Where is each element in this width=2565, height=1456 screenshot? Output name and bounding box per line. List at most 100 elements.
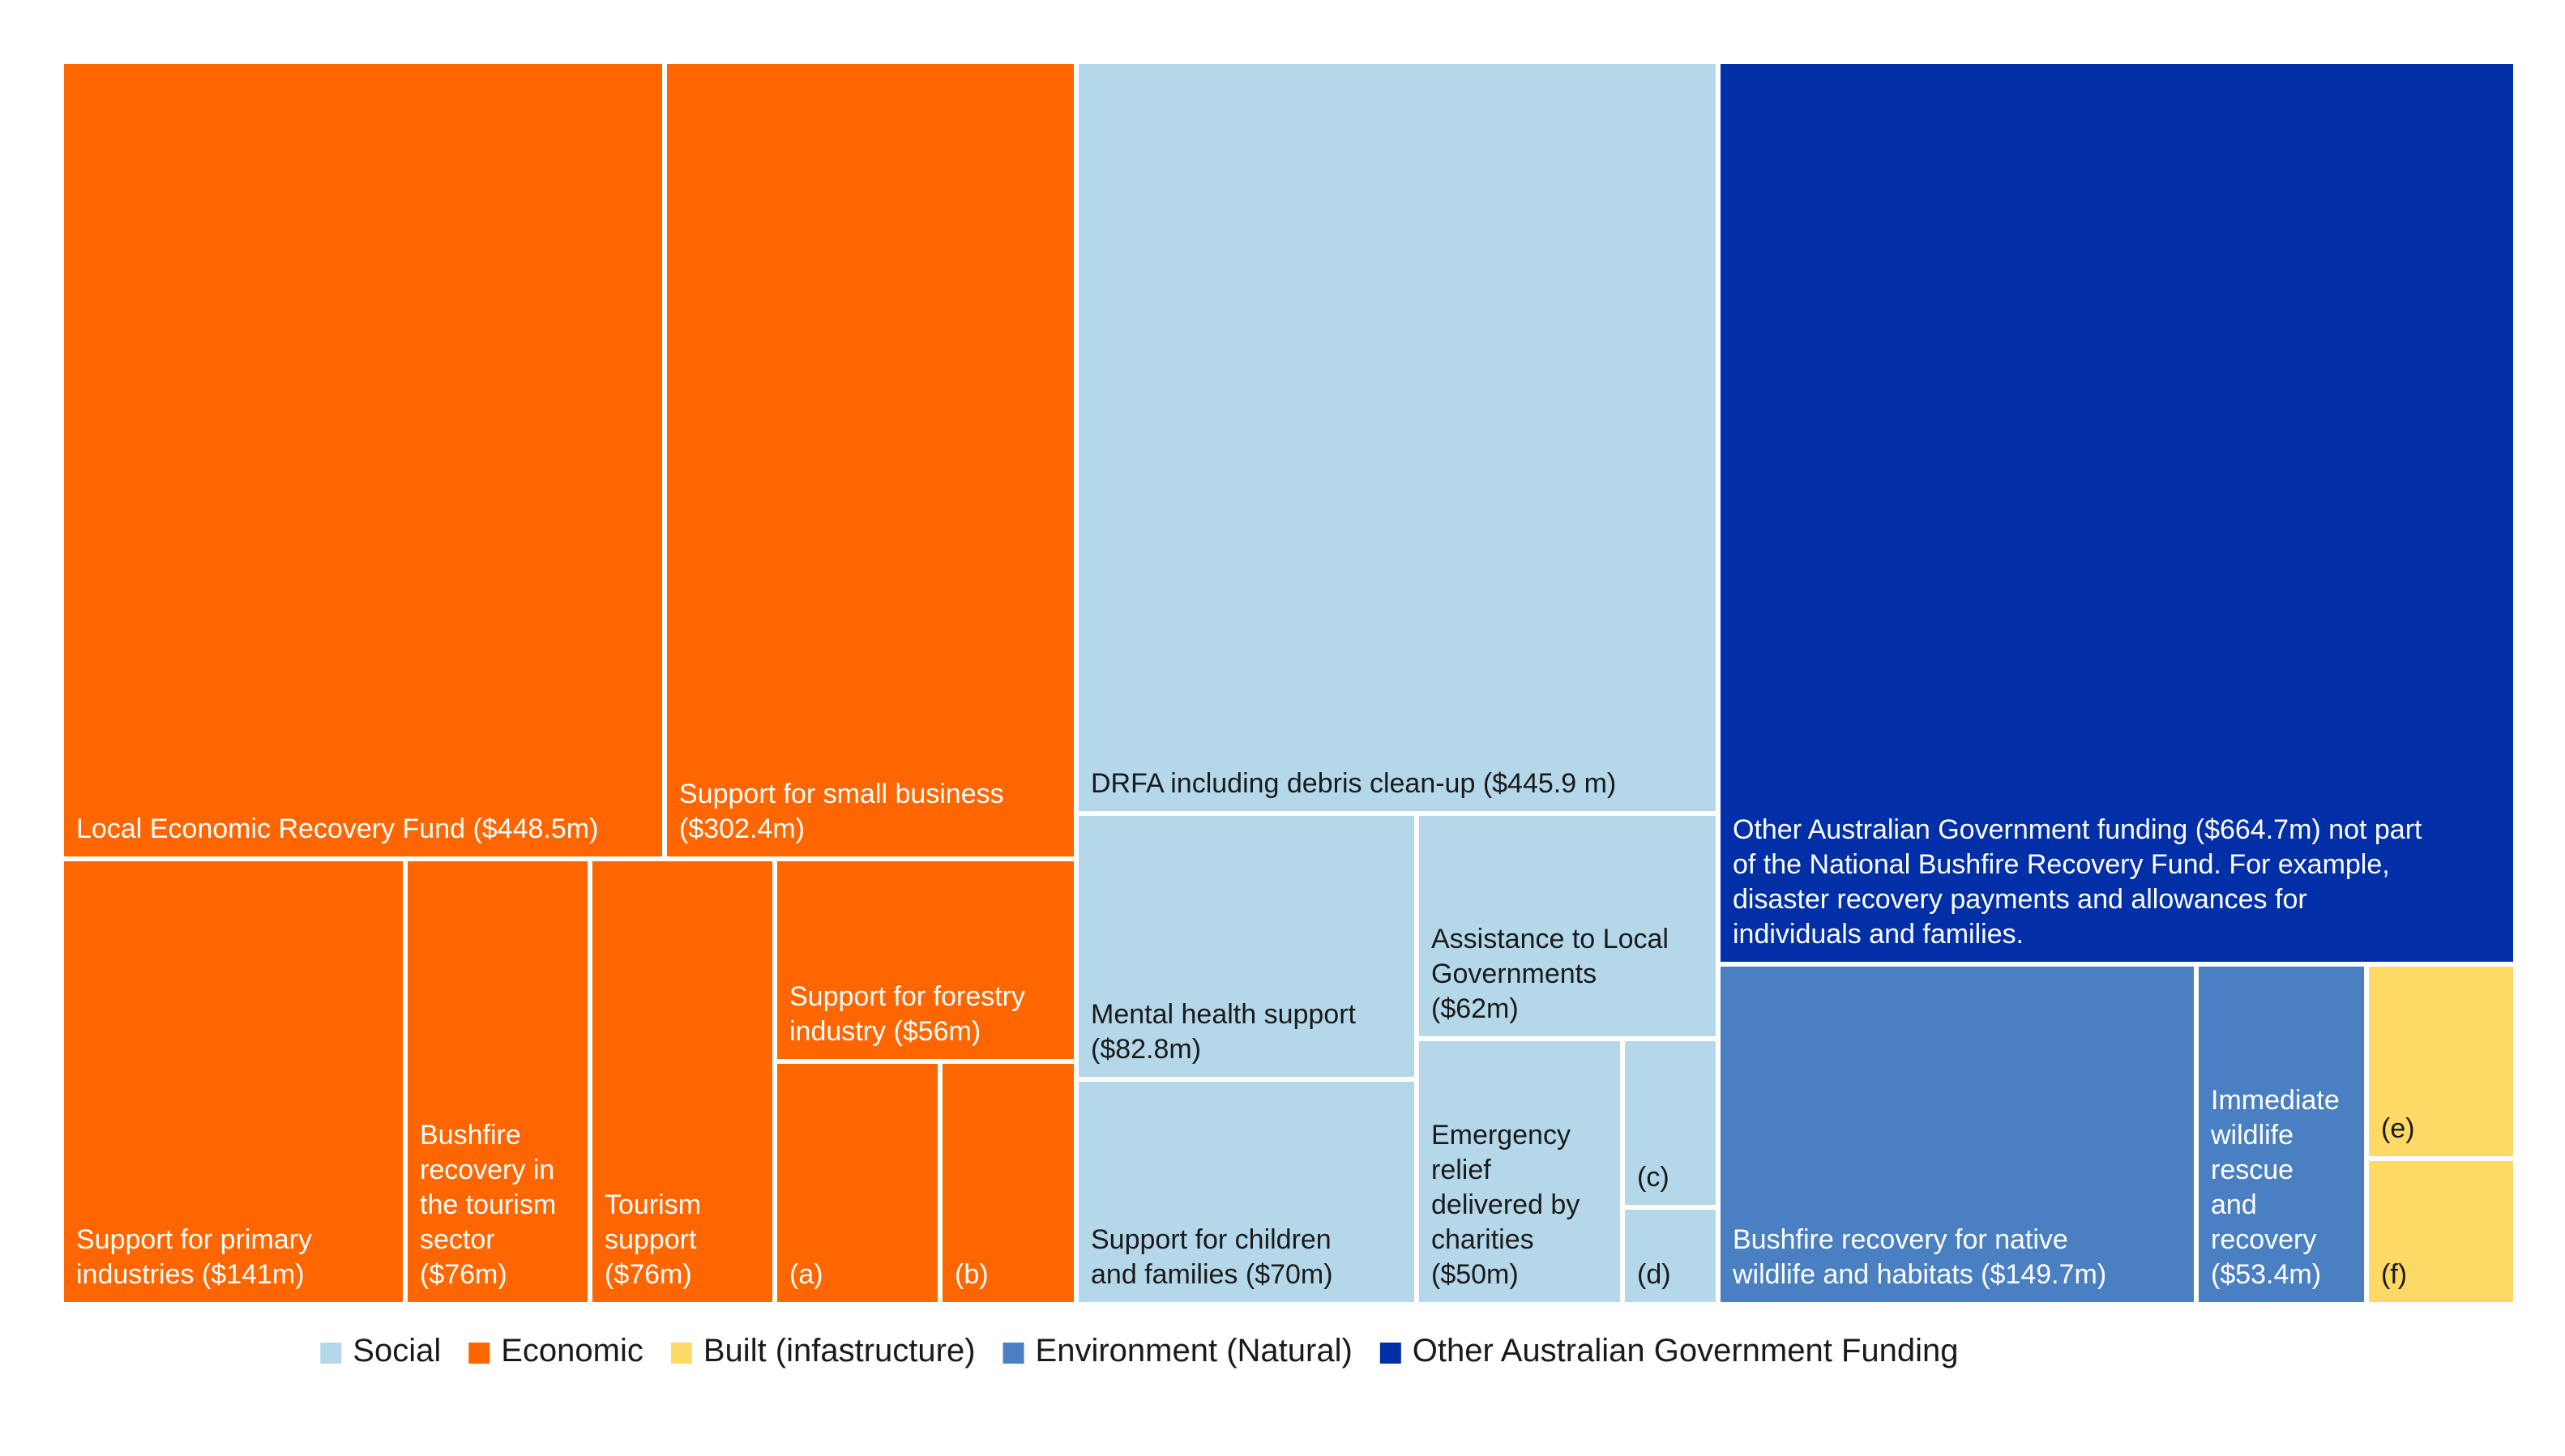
tile-rect-support-primary-industries	[59, 856, 408, 1307]
tile-label-line: (a)	[789, 1259, 823, 1290]
tile-label-line: ($82.8m)	[1091, 1034, 1201, 1065]
tile-label-line: wildlife and habitats ($149.7m)	[1732, 1259, 2106, 1290]
tile-label-line: Support for primary	[76, 1224, 312, 1255]
tile-support-small-business: Support for small business ($302.4m)	[662, 59, 1079, 861]
tile-label-line: ($53.4m)	[2211, 1259, 2321, 1290]
tile-label-line: Immediate	[2211, 1085, 2340, 1116]
tile-label-line: recovery in	[420, 1155, 554, 1185]
tile-label-bushfire-recovery-tourism: Bushfire recovery in the tourism sector ($76…	[420, 1120, 556, 1290]
tile-label-line: Assistance to Local	[1431, 924, 1669, 954]
tile-label-line: Governments	[1431, 959, 1597, 989]
tile-label-line: Support for forestry	[789, 981, 1025, 1012]
tile-label-line: (c)	[1637, 1162, 1669, 1193]
legend-swatch-environment	[1002, 1343, 1024, 1364]
tile-label-line: Mental health support	[1091, 999, 1357, 1030]
tile-other-aus-gov-funding: Other Australian Government funding ($66…	[1716, 59, 2518, 967]
tile-label-line: Support for children	[1091, 1224, 1332, 1255]
tile-label-line: ($302.4m)	[679, 813, 805, 844]
tile-label-line: (d)	[1637, 1259, 1671, 1290]
tile-label-line: recovery	[2211, 1224, 2316, 1255]
tile-label-item-a: (a)	[789, 1259, 823, 1290]
tile-drfa-debris-cleanup: DRFA including debris clean-up ($445.9 m…	[1074, 59, 1721, 816]
legend-label-other: Other Australian Government Funding	[1413, 1333, 1959, 1368]
tile-label-support-small-business: Support for small business ($302.4m)	[679, 779, 1004, 844]
tile-rect-assistance-local-governments	[1414, 811, 1721, 1041]
tile-rect-emergency-relief-charities	[1414, 1036, 1625, 1307]
tile-label-line: ($76m)	[605, 1259, 692, 1290]
tile-label-line: Other Australian Government funding ($66…	[1733, 814, 2422, 845]
tile-bushfire-recovery-tourism: Bushfire recovery in the tourism sector ($76…	[403, 856, 592, 1307]
tile-label-item-d: (d)	[1637, 1259, 1671, 1290]
tile-rect-item-e	[2364, 962, 2518, 1161]
tile-support-primary-industries: Support for primary industries ($141m)	[59, 856, 408, 1307]
tile-label-drfa-debris-cleanup: DRFA including debris clean-up ($445.9 m…	[1091, 768, 1616, 799]
tile-rect-drfa-debris-cleanup	[1074, 59, 1721, 816]
legend: Social Economic Built (infastructure) Envir…	[320, 1333, 1959, 1368]
legend-label-environment: Environment (Natural)	[1036, 1333, 1353, 1368]
tile-rect-item-d	[1620, 1205, 1721, 1307]
tile-rect-immediate-wildlife-rescue	[2194, 962, 2369, 1307]
tile-label-emergency-relief-charities: Emergency relief delivered by charities ($50…	[1431, 1120, 1580, 1290]
tile-label-line: industry ($56m)	[789, 1016, 981, 1047]
tile-label-line: ($50m)	[1431, 1259, 1519, 1290]
tile-label-line: disaster recovery payments and allowance…	[1733, 884, 2307, 915]
tile-label-line: delivered by	[1431, 1189, 1580, 1220]
tile-label-line: the tourism	[420, 1189, 556, 1220]
tile-label-line: Bushfire recovery for native	[1733, 1224, 2068, 1255]
legend-item-social: Social	[320, 1333, 441, 1368]
tile-immediate-wildlife-rescue: Immediate wildlife rescue and recovery ($53.4…	[2194, 962, 2369, 1307]
tile-item-b: (b)	[938, 1059, 1079, 1307]
legend-swatch-economic	[468, 1343, 490, 1364]
legend-item-environment: Environment (Natural)	[1002, 1333, 1353, 1368]
tile-label-item-f: (f)	[2381, 1259, 2407, 1290]
tile-label-line: Support for small business	[679, 779, 1004, 809]
tile-item-a: (a)	[772, 1059, 943, 1307]
legend-label-social: Social	[353, 1333, 441, 1368]
tile-label-support-children-families: Support for children and families ($70m)	[1091, 1224, 1333, 1290]
tile-label-line: and	[2211, 1189, 2257, 1220]
tile-bushfire-recovery-wildlife-habitats: Bushfire recovery for native wildlife and…	[1716, 962, 2199, 1307]
tile-label-bushfire-recovery-wildlife-habitats: Bushfire recovery for native wildlife and…	[1732, 1224, 2106, 1290]
tile-label-line: DRFA including debris clean-up ($445.9 m…	[1091, 768, 1616, 799]
tile-rect-local-economic-recovery-fund	[59, 59, 667, 861]
tile-label-line: wildlife	[2210, 1120, 2294, 1151]
tile-item-d: (d)	[1620, 1205, 1721, 1307]
tile-label-line: (b)	[955, 1259, 989, 1290]
tile-tourism-support: Tourism support ($76m)	[588, 856, 777, 1307]
tile-item-c: (c)	[1620, 1036, 1721, 1210]
tile-item-f: (f)	[2364, 1156, 2518, 1307]
legend-swatch-built	[670, 1343, 692, 1364]
tile-label-immediate-wildlife-rescue: Immediate wildlife rescue and recovery ($53.4…	[2210, 1085, 2340, 1290]
tile-label-support-forestry: Support for forestry industry ($56m)	[789, 981, 1025, 1047]
tile-label-item-e: (e)	[2381, 1113, 2415, 1144]
legend-item-built: Built (infastructure)	[670, 1333, 976, 1368]
tile-rect-other-aus-gov-funding	[1716, 59, 2518, 967]
tile-rect-support-forestry	[772, 856, 1079, 1064]
tile-mental-health-support: Mental health support ($82.8m)	[1074, 811, 1419, 1082]
tile-emergency-relief-charities: Emergency relief delivered by charities ($50…	[1414, 1036, 1625, 1307]
legend-item-economic: Economic	[468, 1333, 643, 1368]
tile-item-e: (e)	[2364, 962, 2518, 1161]
tile-label-line: (e)	[2381, 1113, 2415, 1144]
tile-support-forestry: Support for forestry industry ($56m)	[772, 856, 1079, 1064]
tile-rect-support-children-families	[1074, 1077, 1419, 1307]
tile-label-line: charities	[1431, 1224, 1534, 1255]
tile-label-support-primary-industries: Support for primary industries ($141m)	[76, 1224, 312, 1290]
tile-label-line: (f)	[2381, 1259, 2407, 1290]
tile-rect-item-f	[2364, 1156, 2518, 1307]
tile-label-item-b: (b)	[955, 1259, 989, 1290]
tile-label-line: of the National Bushfire Recovery Fund. …	[1733, 849, 2390, 880]
tile-rect-bushfire-recovery-tourism	[403, 856, 592, 1307]
tile-label-line: Emergency	[1431, 1120, 1571, 1151]
tile-label-line: support	[605, 1224, 697, 1255]
tile-label-line: sector	[420, 1224, 495, 1255]
tile-label-line: industries ($141m)	[76, 1259, 305, 1290]
tile-rect-mental-health-support	[1074, 811, 1419, 1082]
legend-swatch-social	[320, 1343, 342, 1364]
legend-label-built: Built (infastructure)	[703, 1333, 976, 1368]
tile-label-line: individuals and families.	[1733, 919, 2024, 950]
tile-rect-support-small-business	[662, 59, 1079, 861]
tile-label-item-c: (c)	[1637, 1162, 1669, 1193]
legend-swatch-other	[1379, 1343, 1401, 1364]
tile-label-line: rescue	[2211, 1155, 2294, 1185]
